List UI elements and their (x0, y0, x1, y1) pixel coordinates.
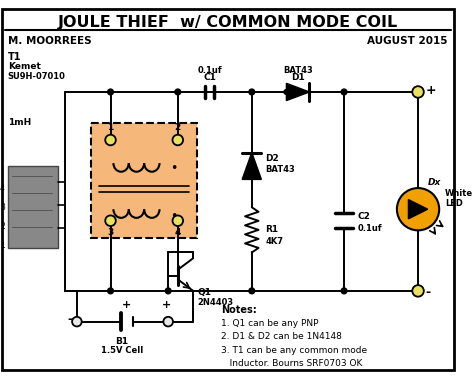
Text: -: - (426, 286, 431, 299)
Text: Kemet: Kemet (8, 62, 41, 71)
Circle shape (341, 288, 347, 294)
Circle shape (173, 135, 183, 145)
Text: SU9H-07010: SU9H-07010 (8, 72, 65, 81)
Text: 4: 4 (174, 229, 181, 237)
Text: BAT43: BAT43 (265, 165, 295, 174)
Text: 2N4403: 2N4403 (197, 298, 233, 307)
Text: 3: 3 (108, 229, 114, 237)
Text: White: White (445, 190, 473, 198)
Circle shape (105, 135, 116, 145)
Text: M. MOORREES: M. MOORREES (8, 36, 91, 46)
Circle shape (108, 89, 113, 95)
Circle shape (175, 89, 181, 95)
Text: •: • (170, 210, 178, 223)
Text: Q1: Q1 (197, 288, 211, 297)
Text: 3. T1 can be any common mode: 3. T1 can be any common mode (221, 346, 367, 355)
Text: C1: C1 (203, 74, 216, 82)
Text: R1: R1 (265, 226, 278, 234)
Text: 2: 2 (174, 123, 181, 132)
Text: 1mH: 1mH (8, 118, 31, 127)
Text: Notes:: Notes: (221, 305, 257, 315)
Text: 2. D1 & D2 can be 1N4148: 2. D1 & D2 can be 1N4148 (221, 332, 342, 341)
Text: D1: D1 (291, 74, 305, 82)
Text: AUGUST 2015: AUGUST 2015 (367, 36, 448, 46)
Text: Inductor. Bourns SRF0703 OK: Inductor. Bourns SRF0703 OK (221, 359, 363, 368)
Circle shape (165, 288, 171, 294)
Circle shape (341, 89, 347, 95)
Text: T1: T1 (8, 52, 21, 62)
FancyBboxPatch shape (91, 123, 197, 238)
Text: 1. Q1 can be any PNP: 1. Q1 can be any PNP (221, 319, 319, 328)
Text: C2: C2 (357, 212, 370, 221)
Text: 4: 4 (0, 183, 5, 193)
Circle shape (164, 317, 173, 326)
Text: +: + (122, 300, 131, 310)
Circle shape (412, 285, 424, 297)
Text: B1: B1 (116, 337, 128, 346)
Polygon shape (242, 152, 261, 179)
Text: 0.1uf: 0.1uf (197, 66, 222, 75)
Circle shape (249, 89, 255, 95)
Circle shape (105, 215, 116, 226)
Circle shape (108, 288, 113, 294)
Text: D2: D2 (265, 154, 279, 163)
Text: BAT43: BAT43 (283, 66, 313, 75)
Bar (8, 166, 58, 247)
Circle shape (284, 89, 289, 94)
Polygon shape (409, 200, 428, 219)
Circle shape (397, 188, 439, 230)
Text: Dx: Dx (428, 178, 441, 187)
Text: 1: 1 (108, 123, 114, 132)
Text: LED: LED (445, 199, 463, 208)
Text: +: + (162, 300, 171, 310)
Polygon shape (286, 83, 310, 100)
Text: 3: 3 (0, 203, 5, 212)
Text: •: • (170, 162, 178, 175)
Text: 1: 1 (0, 241, 5, 250)
Circle shape (72, 317, 82, 326)
Circle shape (412, 86, 424, 98)
Text: 0.1uf: 0.1uf (357, 224, 382, 233)
Circle shape (173, 215, 183, 226)
Text: -: - (67, 313, 72, 326)
Text: JOULE THIEF  w/ COMMON MODE COIL: JOULE THIEF w/ COMMON MODE COIL (58, 15, 398, 30)
Text: +: + (426, 83, 437, 97)
Text: 4K7: 4K7 (265, 237, 283, 246)
Text: 1.5V Cell: 1.5V Cell (101, 346, 143, 355)
Circle shape (249, 288, 255, 294)
Text: 2: 2 (0, 222, 5, 231)
